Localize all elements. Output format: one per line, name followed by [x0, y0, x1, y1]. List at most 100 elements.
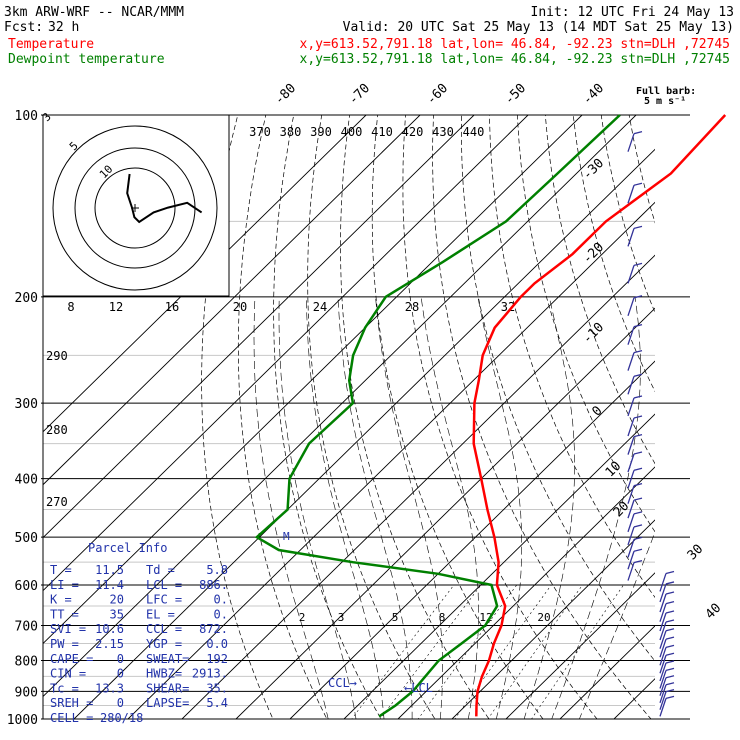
side-scale-label: 270 — [46, 495, 68, 509]
wind-barb-flag — [665, 591, 675, 595]
inner-scale-label: 32 — [501, 300, 515, 314]
dry-adiabat — [516, 115, 655, 533]
dewpoint-legend: Dewpoint temperature — [8, 52, 165, 67]
parcel-info-cell: CIN = — [50, 667, 86, 681]
isotherm-line — [397, 466, 655, 719]
dry-adiabat — [600, 115, 655, 314]
wind-barb-flag — [665, 581, 675, 585]
parcel-info-cell: 11.4 — [95, 578, 124, 592]
wind-barb — [659, 630, 667, 649]
wind-barb-flag — [633, 511, 643, 515]
mixing-ratio-label: 20 — [537, 611, 550, 624]
moist-adiabat — [278, 296, 357, 719]
wind-barb — [627, 551, 635, 570]
pressure-label: 100 — [15, 109, 38, 124]
isotherm-label: -70 — [346, 81, 373, 108]
pressure-label: 700 — [15, 619, 38, 634]
wind-barb — [627, 297, 635, 316]
dry-adiabat — [657, 115, 740, 732]
theta-e-label: 430 — [432, 125, 454, 139]
parcel-info-cell: T = — [50, 563, 72, 577]
wind-barb-flag — [633, 536, 643, 540]
moist-adiabat — [523, 296, 575, 719]
wind-barb — [627, 526, 635, 546]
wind-barb-flag — [633, 373, 643, 377]
parcel-info-table: T = 11.5 Td = 5.8 LI = 11.4 LCL = 886. K = 20 LFC … — [50, 563, 228, 725]
isotherm-label: 30 — [685, 542, 707, 564]
parcel-info-cell: EL = — [146, 607, 175, 621]
init-time: Init: 12 UTC Fri 24 May 13 — [531, 5, 735, 20]
parcel-info-cell: TT = — [50, 607, 79, 621]
parcel-info-cell: SWEAT= — [146, 652, 189, 666]
parcel-info-title: Parcel Info — [88, 541, 167, 555]
parcel-info-cell: CAPE = — [50, 652, 93, 666]
forecast-label: Fcst: — [4, 20, 43, 35]
isotherm-line — [181, 254, 655, 719]
parcel-info-cell: SVI = — [50, 622, 86, 636]
moist-adiabat — [477, 296, 522, 719]
wind-barb — [627, 485, 635, 504]
parcel-info-cell: Td = — [146, 563, 175, 577]
isotherm-label: -40 — [580, 81, 607, 108]
wind-barb — [627, 453, 635, 473]
wind-barb-flag — [633, 225, 643, 229]
wind-barb-flag — [665, 628, 675, 632]
wind-barb-flag — [633, 295, 643, 299]
dry-adiabat — [544, 115, 655, 465]
parcel-info-cell: 0 — [117, 652, 124, 666]
mixing-ratio-label: 5 — [392, 611, 399, 624]
wind-barb — [659, 670, 667, 689]
full-barb-value: 5 m s⁻¹ — [644, 96, 686, 107]
isotherm-line — [289, 360, 655, 719]
parcel-info-cell: K = — [50, 593, 72, 607]
dry-adiabat — [489, 115, 655, 598]
theta-e-label: 440 — [463, 125, 485, 139]
theta-e-label: 380 — [280, 125, 302, 139]
m-marker: M — [283, 530, 290, 543]
hodograph-ring — [52, 125, 218, 291]
wind-barb — [659, 612, 667, 632]
pressure-label: 500 — [15, 531, 38, 546]
parcel-info-cell: 20 — [110, 593, 124, 607]
inner-scale-label: 12 — [109, 300, 123, 314]
wind-barb-flag — [665, 636, 675, 640]
wind-barb — [627, 436, 635, 455]
pressure-label: 400 — [15, 473, 38, 488]
full-barb-label: Full barb: — [636, 86, 696, 97]
parcel-info-cell: 35. — [206, 681, 228, 695]
temperature-location: x,y=613.52,791.18 lat,lon= 46.84, -92.23… — [300, 37, 730, 52]
isotherm-line — [43, 115, 421, 486]
parcel-info-cell: 0. — [214, 593, 228, 607]
dry-adiabat — [572, 115, 655, 393]
wind-barb-flag — [665, 675, 675, 679]
wind-barb-flag — [633, 324, 643, 328]
wind-barb — [627, 326, 635, 345]
isotherm-label: 40 — [703, 601, 725, 623]
cell-value: 280/18 — [100, 711, 143, 725]
moist-adiabat — [551, 296, 641, 719]
wind-barb-flag — [633, 483, 643, 487]
wind-barb-flag — [633, 395, 643, 399]
wind-barb — [659, 621, 667, 641]
wind-barb — [627, 376, 635, 395]
isotherm-label: -10 — [580, 320, 607, 347]
dry-adiabat — [685, 115, 740, 732]
ccl-marker: CCL→ — [328, 676, 357, 690]
wind-barb — [659, 593, 667, 613]
wind-barb-flag — [665, 601, 675, 605]
parcel-info-cell: 5.4 — [206, 696, 228, 710]
parcel-info-cell: 872. — [199, 622, 228, 636]
isotherm-line — [451, 519, 655, 719]
wind-barb-flag — [665, 652, 675, 656]
wind-barb — [659, 603, 667, 622]
wind-barb — [627, 265, 635, 284]
dry-adiabat — [432, 115, 652, 719]
dewpoint-trace — [254, 114, 621, 718]
wind-barb-flag — [633, 415, 643, 419]
wind-barb-flag — [633, 451, 643, 455]
isotherm-line — [73, 148, 655, 719]
moist-adiabat — [306, 296, 385, 719]
wind-barb — [659, 583, 667, 603]
moist-adiabat — [337, 296, 413, 719]
